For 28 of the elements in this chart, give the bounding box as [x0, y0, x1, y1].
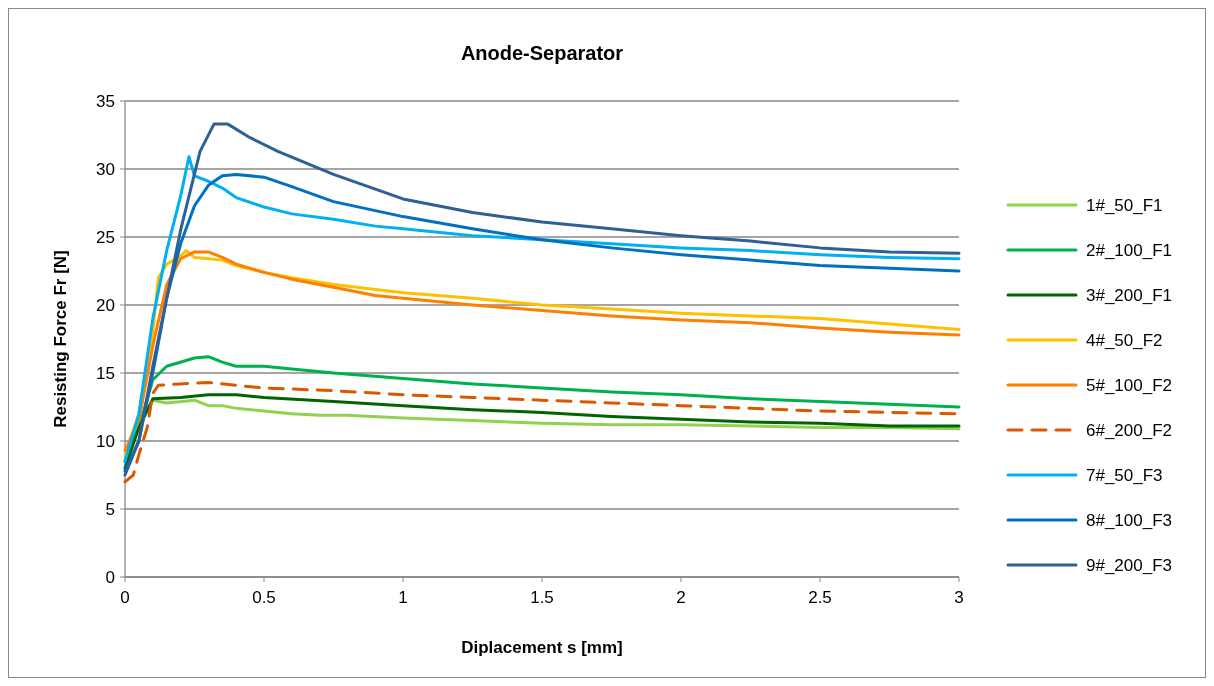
legend-label: 3#_200_F1	[1086, 286, 1173, 305]
chart-title: Anode-Separator	[460, 42, 624, 64]
y-tick-label: 0	[105, 568, 115, 587]
legend-label: 1#_50_F1	[1086, 196, 1163, 215]
y-axis-title: Resisting Force Fr [N]	[51, 250, 70, 428]
x-tick-label: 2	[676, 588, 686, 607]
legend-label: 9#_200_F3	[1086, 556, 1173, 575]
x-axis-title: Diplacement s [mm]	[461, 638, 623, 657]
x-tick-label: 3	[954, 588, 964, 607]
y-tick-label: 10	[96, 432, 115, 451]
legend-label: 2#_100_F1	[1086, 241, 1173, 260]
x-tick-label: 0.5	[252, 588, 276, 607]
legend-label: 5#_100_F2	[1086, 376, 1173, 395]
y-tick-label: 35	[96, 92, 115, 111]
x-tick-label: 0	[120, 588, 130, 607]
y-tick-label: 5	[105, 500, 115, 519]
x-tick-label: 1	[398, 588, 408, 607]
x-tick-label: 1.5	[530, 588, 554, 607]
y-tick-label: 25	[96, 228, 115, 247]
line-series	[123, 393, 961, 470]
legend-label: 8#_100_F3	[1086, 511, 1173, 530]
y-tick-label: 20	[96, 296, 115, 315]
legend-label: 6#_200_F2	[1086, 421, 1173, 440]
legend-label: 4#_50_F2	[1086, 331, 1163, 350]
y-tick-label: 15	[96, 364, 115, 383]
y-tick-label: 30	[96, 160, 115, 179]
legend-label: 7#_50_F3	[1086, 466, 1163, 485]
x-tick-label: 2.5	[808, 588, 832, 607]
